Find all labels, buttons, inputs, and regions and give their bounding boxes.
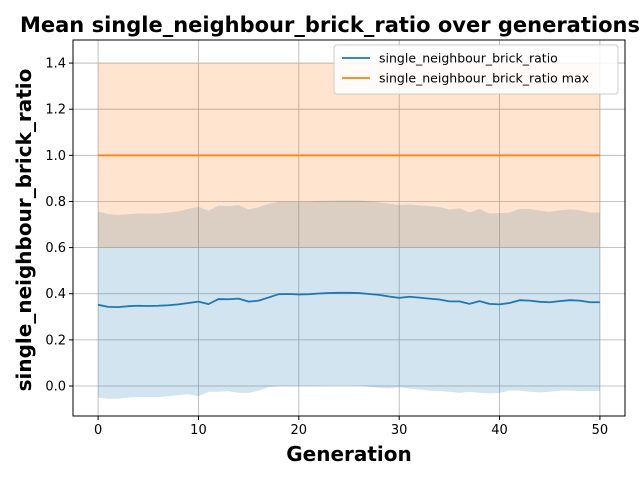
y-tick-label: 1.2 <box>45 103 66 118</box>
axes-frame <box>72 39 626 417</box>
legend-box <box>333 44 619 95</box>
x-axis-label: Generation <box>286 442 412 466</box>
y-tick-label: 1.4 <box>45 57 66 72</box>
confidence-bands <box>98 63 600 399</box>
x-tick-label: 30 <box>391 423 408 438</box>
y-axis-label: single_neighbour_brick_ratio <box>12 69 36 392</box>
series-band-1 <box>98 200 600 399</box>
y-tick-label: 0.4 <box>45 287 66 302</box>
legend: single_neighbour_brick_ratio single_neigh… <box>333 44 619 95</box>
y-tick-label: 0.0 <box>45 380 66 395</box>
legend-label-1: single_neighbour_brick_ratio <box>379 51 558 66</box>
y-tick-label: 0.6 <box>45 241 66 256</box>
x-tick-label: 0 <box>94 423 102 438</box>
x-tick-label: 10 <box>190 423 207 438</box>
x-tick-label: 50 <box>592 423 609 438</box>
y-tick-label: 0.8 <box>45 195 66 210</box>
legend-label-2: single_neighbour_brick_ratio max <box>379 71 589 86</box>
x-tick-label: 40 <box>491 423 508 438</box>
series-line-1 <box>97 291 600 309</box>
ticks: 0 10 20 30 40 50 0.0 0.2 0.4 0.6 0.8 1.0 1.2 1.4 <box>45 57 608 438</box>
chart-title: Mean single_neighbour_brick_ratio over g… <box>20 13 640 37</box>
y-tick-label: 1.0 <box>45 149 66 164</box>
x-tick-label: 20 <box>291 423 308 438</box>
y-tick-label: 0.2 <box>45 333 66 348</box>
series-lines <box>97 154 600 309</box>
